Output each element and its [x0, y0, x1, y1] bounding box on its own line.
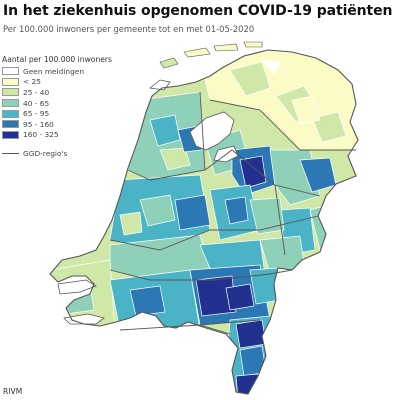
- legend-label: 95 - 160: [23, 119, 54, 129]
- ijsselmeer: [189, 111, 235, 151]
- legend-swatch: [2, 88, 19, 97]
- westerschelde: [63, 313, 105, 325]
- municipality-regions: [50, 50, 358, 394]
- source-credit: RIVM: [3, 387, 23, 396]
- legend-swatch: [2, 130, 19, 139]
- map-title: In het ziekenhuis opgenomen COVID-19 pat…: [3, 3, 393, 19]
- legend-label: 25 - 40: [23, 87, 50, 97]
- legend-item: 25 - 40: [2, 87, 112, 98]
- wadden-islands: [159, 41, 263, 69]
- legend-label: Geen meldingen: [23, 66, 85, 76]
- ggd-region-boundaries: [109, 91, 356, 335]
- legend-swatch: [2, 120, 19, 129]
- map-subtitle: Per 100.000 inwoners per gemeente tot en…: [3, 24, 255, 34]
- legend-swatch: [2, 109, 19, 118]
- legend-item: 40 - 65: [2, 98, 112, 109]
- legend: Aantal per 100.000 inwoners Geen melding…: [2, 55, 112, 158]
- legend-title: Aantal per 100.000 inwoners: [2, 55, 113, 64]
- legend-swatch: [2, 77, 19, 86]
- legend-label: < 25: [23, 77, 41, 87]
- legend-item: Geen meldingen: [2, 66, 112, 77]
- country-outline: [49, 49, 359, 395]
- legend-label: 40 - 65: [23, 98, 50, 108]
- boundary-line-swatch: [2, 153, 19, 155]
- legend-item: < 25: [2, 77, 112, 88]
- legend-label: 65 - 95: [23, 109, 50, 119]
- oosterschelde: [57, 279, 97, 295]
- legend-ggd-boundary: GGD-regio's: [2, 149, 112, 158]
- legend-label: 160 - 325: [23, 130, 59, 140]
- legend-swatch: [2, 67, 19, 76]
- legend-item: 95 - 160: [2, 119, 112, 130]
- legend-item: 160 - 325: [2, 130, 112, 141]
- legend-boundary-label: GGD-regio's: [23, 149, 68, 159]
- legend-item: 65 - 95: [2, 108, 112, 119]
- legend-swatch: [2, 99, 19, 108]
